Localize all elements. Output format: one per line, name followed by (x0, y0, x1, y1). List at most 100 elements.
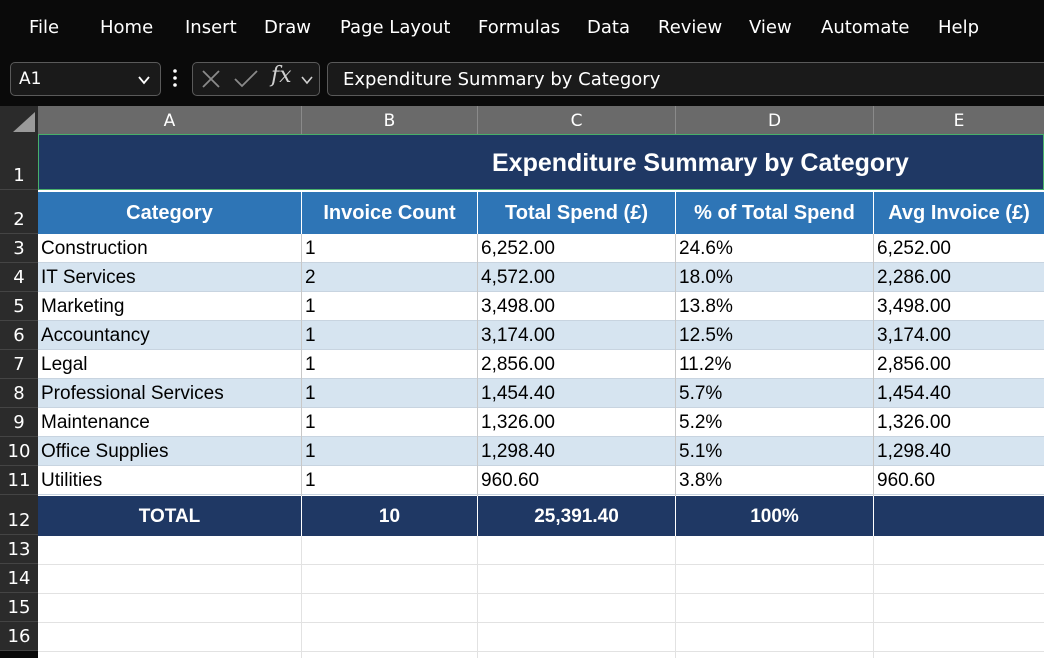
cell-percent-total[interactable]: 5.7% (676, 379, 874, 408)
cell-total-spend[interactable]: 6,252.00 (478, 234, 676, 263)
header-avg-invoice[interactable]: Avg Invoice (£) (874, 192, 1044, 234)
cell-category[interactable]: Accountancy (38, 321, 302, 350)
cell-invoice-count[interactable]: 1 (302, 234, 478, 263)
empty-row[interactable] (38, 623, 1044, 652)
cell-percent-total[interactable]: 5.2% (676, 408, 874, 437)
total-avg-invoice[interactable] (874, 496, 1044, 536)
cell-invoice-count[interactable]: 2 (302, 263, 478, 292)
cell-invoice-count[interactable]: 1 (302, 321, 478, 350)
cell-total-spend[interactable]: 2,856.00 (478, 350, 676, 379)
cell-total-spend[interactable]: 3,498.00 (478, 292, 676, 321)
row-header-11[interactable]: 11 (0, 466, 38, 495)
cell-avg-invoice[interactable]: 960.60 (874, 466, 1044, 495)
header-category[interactable]: Category (38, 192, 302, 234)
cell-avg-invoice[interactable]: 1,326.00 (874, 408, 1044, 437)
cell-total-spend[interactable]: 960.60 (478, 466, 676, 495)
cell-category[interactable]: IT Services (38, 263, 302, 292)
empty-row[interactable] (38, 594, 1044, 623)
cell-category[interactable]: Legal (38, 350, 302, 379)
menu-view[interactable]: View (749, 17, 792, 38)
row-header-8[interactable]: 8 (0, 379, 38, 408)
row-header-10[interactable]: 10 (0, 437, 38, 466)
row-header-16[interactable]: 16 (0, 622, 38, 651)
row-header-5[interactable]: 5 (0, 292, 38, 321)
row-header-7[interactable]: 7 (0, 350, 38, 379)
cell-avg-invoice[interactable]: 6,252.00 (874, 234, 1044, 263)
empty-row[interactable] (38, 565, 1044, 594)
cell-category[interactable]: Professional Services (38, 379, 302, 408)
menu-data[interactable]: Data (587, 17, 630, 38)
cell-percent-total[interactable]: 13.8% (676, 292, 874, 321)
cell-percent-total[interactable]: 18.0% (676, 263, 874, 292)
cell-avg-invoice[interactable]: 3,498.00 (874, 292, 1044, 321)
column-header-b[interactable]: B (302, 106, 478, 134)
cell-percent-total[interactable]: 12.5% (676, 321, 874, 350)
menu-draw[interactable]: Draw (264, 17, 312, 38)
menu-home[interactable]: Home (100, 17, 154, 38)
row-header-15[interactable]: 15 (0, 593, 38, 622)
chevron-down-icon[interactable] (137, 73, 151, 87)
menu-file[interactable]: File (29, 17, 60, 38)
total-spend[interactable]: 25,391.40 (478, 496, 676, 536)
cell-percent-total[interactable]: 5.1% (676, 437, 874, 466)
cell-category[interactable]: Construction (38, 234, 302, 263)
menu-insert[interactable]: Insert (185, 17, 237, 38)
menu-page-layout[interactable]: Page Layout (340, 17, 451, 38)
more-options-icon[interactable] (172, 68, 178, 88)
total-label[interactable]: TOTAL (38, 496, 302, 536)
cell-invoice-count[interactable]: 1 (302, 466, 478, 495)
cell-invoice-count[interactable]: 1 (302, 379, 478, 408)
column-header-a[interactable]: A (38, 106, 302, 134)
row-header-14[interactable]: 14 (0, 564, 38, 593)
cell-avg-invoice[interactable]: 3,174.00 (874, 321, 1044, 350)
row-header-9[interactable]: 9 (0, 408, 38, 437)
cell-total-spend[interactable]: 1,298.40 (478, 437, 676, 466)
total-percent[interactable]: 100% (676, 496, 874, 536)
cell-avg-invoice[interactable]: 1,298.40 (874, 437, 1044, 466)
cell-total-spend[interactable]: 4,572.00 (478, 263, 676, 292)
cell-category[interactable]: Utilities (38, 466, 302, 495)
cancel-icon[interactable] (200, 68, 222, 90)
header-total-spend[interactable]: Total Spend (£) (478, 192, 676, 234)
row-header-12[interactable]: 12 (0, 495, 38, 535)
cell-invoice-count[interactable]: 1 (302, 292, 478, 321)
header-invoice-count[interactable]: Invoice Count (302, 192, 478, 234)
row-header-13[interactable]: 13 (0, 535, 38, 564)
cell-avg-invoice[interactable]: 2,286.00 (874, 263, 1044, 292)
cell-total-spend[interactable]: 3,174.00 (478, 321, 676, 350)
empty-row[interactable] (38, 536, 1044, 565)
cell-category[interactable]: Maintenance (38, 408, 302, 437)
enter-check-icon[interactable] (233, 68, 259, 90)
insert-function-button[interactable]: fx (271, 63, 292, 88)
column-header-c[interactable]: C (478, 106, 676, 134)
cell-avg-invoice[interactable]: 1,454.40 (874, 379, 1044, 408)
menu-automate[interactable]: Automate (821, 17, 910, 38)
cell-invoice-count[interactable]: 1 (302, 437, 478, 466)
menu-help[interactable]: Help (938, 17, 980, 38)
cell-avg-invoice[interactable]: 2,856.00 (874, 350, 1044, 379)
cell-percent-total[interactable]: 24.6% (676, 234, 874, 263)
row-header-4[interactable]: 4 (0, 263, 38, 292)
cell-percent-total[interactable]: 3.8% (676, 466, 874, 495)
row-header-2[interactable]: 2 (0, 190, 38, 234)
column-header-e[interactable]: E (874, 106, 1044, 134)
menu-formulas[interactable]: Formulas (478, 17, 561, 38)
cell-invoice-count[interactable]: 1 (302, 350, 478, 379)
cell-category[interactable]: Office Supplies (38, 437, 302, 466)
cell-total-spend[interactable]: 1,326.00 (478, 408, 676, 437)
header-percent-total[interactable]: % of Total Spend (676, 192, 874, 234)
cell-category[interactable]: Marketing (38, 292, 302, 321)
column-header-d[interactable]: D (676, 106, 874, 134)
menu-review[interactable]: Review (658, 17, 723, 38)
fx-chevron-down-icon[interactable] (300, 73, 314, 87)
name-box[interactable]: A1 (10, 62, 161, 96)
cell-invoice-count[interactable]: 1 (302, 408, 478, 437)
row-header-1[interactable]: 1 (0, 134, 38, 190)
cell-percent-total[interactable]: 11.2% (676, 350, 874, 379)
title-cell[interactable]: Expenditure Summary by Category (38, 134, 1044, 190)
formula-input[interactable]: Expenditure Summary by Category (327, 62, 1044, 96)
cell-total-spend[interactable]: 1,454.40 (478, 379, 676, 408)
row-header-3[interactable]: 3 (0, 234, 38, 263)
total-invoice-count[interactable]: 10 (302, 496, 478, 536)
select-all-icon[interactable] (13, 112, 35, 132)
